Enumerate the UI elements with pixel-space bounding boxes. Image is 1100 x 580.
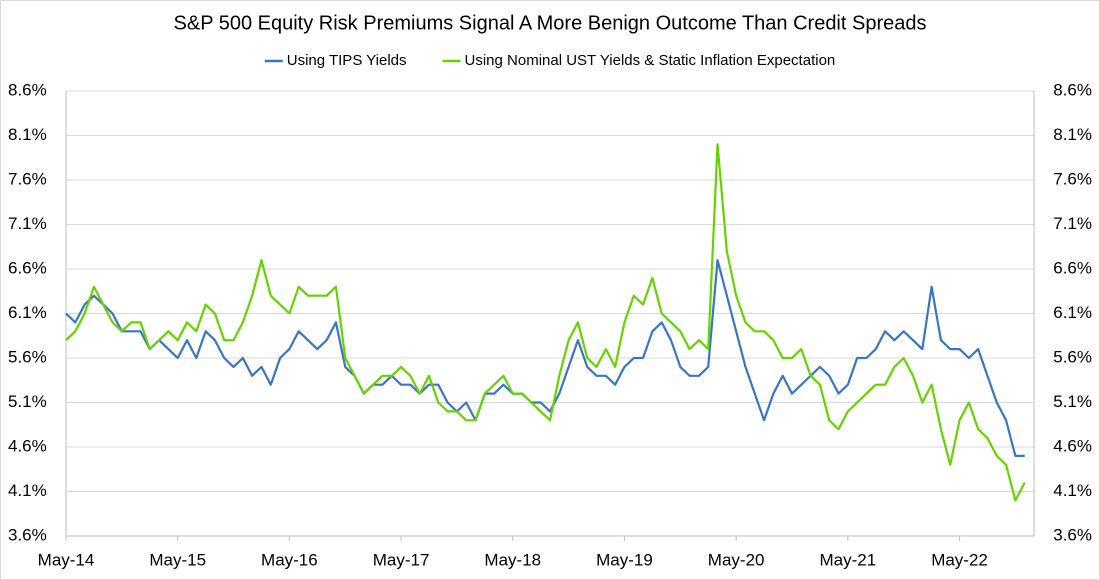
- y-tick-label: 3.6%: [8, 525, 47, 544]
- y-tick-label: 5.1%: [8, 392, 47, 411]
- x-tick-label: May-19: [596, 550, 653, 569]
- x-tick-label: May-17: [373, 550, 430, 569]
- y-tick-label: 7.1%: [8, 214, 47, 233]
- legend-label: Using Nominal UST Yields & Static Inflat…: [465, 52, 836, 69]
- y-tick-label: 5.6%: [8, 347, 47, 366]
- y-tick-label: 8.6%: [8, 80, 47, 99]
- y-tick-label: 6.6%: [8, 258, 47, 277]
- y2-tick-label: 7.6%: [1053, 169, 1092, 188]
- y-tick-label: 8.1%: [8, 125, 47, 144]
- chart-title: S&P 500 Equity Risk Premiums Signal A Mo…: [174, 12, 927, 34]
- x-tick-label: May-14: [38, 550, 95, 569]
- y2-tick-label: 8.1%: [1053, 125, 1092, 144]
- y-tick-label: 6.1%: [8, 303, 47, 322]
- x-tick-label: May-16: [261, 550, 318, 569]
- y2-tick-label: 7.1%: [1053, 214, 1092, 233]
- y-tick-label: 4.6%: [8, 436, 47, 455]
- legend-label: Using TIPS Yields: [287, 52, 407, 69]
- y2-tick-label: 4.6%: [1053, 436, 1092, 455]
- x-tick-label: May-18: [484, 550, 541, 569]
- y2-tick-label: 6.1%: [1053, 303, 1092, 322]
- x-tick-label: May-22: [931, 550, 988, 569]
- y2-tick-label: 3.6%: [1053, 525, 1092, 544]
- series-line: [65, 259, 1025, 457]
- y2-tick-label: 8.6%: [1053, 80, 1092, 99]
- y-tick-label: 7.6%: [8, 169, 47, 188]
- x-tick-label: May-20: [708, 550, 765, 569]
- x-tick-label: May-21: [820, 550, 877, 569]
- series-line: [65, 143, 1026, 502]
- y2-tick-label: 5.6%: [1053, 347, 1092, 366]
- y2-tick-label: 5.1%: [1053, 392, 1092, 411]
- y2-tick-label: 6.6%: [1053, 258, 1092, 277]
- y2-tick-label: 4.1%: [1053, 481, 1092, 500]
- y-tick-label: 4.1%: [8, 481, 47, 500]
- x-tick-label: May-15: [149, 550, 206, 569]
